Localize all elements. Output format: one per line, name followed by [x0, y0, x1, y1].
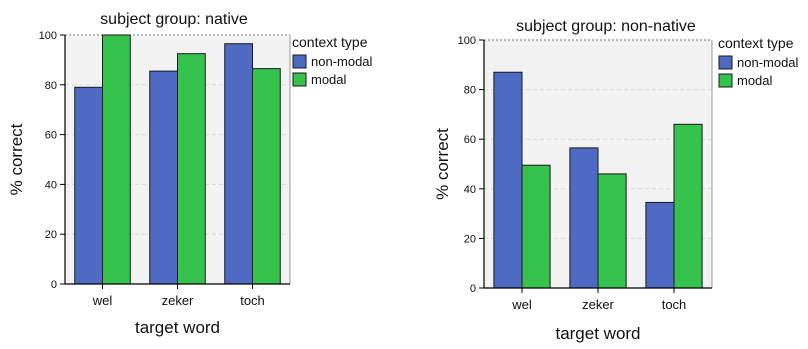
y-axis-label: % correct [7, 123, 26, 195]
bar-modal-zeker [597, 173, 627, 289]
y-tick-label: 0 [470, 283, 476, 295]
y-tick-label: 60 [464, 134, 476, 146]
bar-modal-wel [102, 34, 131, 285]
y-tick-label: 40 [45, 179, 57, 191]
x-axis-label: target word [555, 324, 640, 343]
y-tick-label: 60 [45, 130, 57, 142]
bar-non-modal-zeker [569, 147, 599, 289]
x-tick-label: wel [92, 293, 113, 308]
legend-label-non-modal: non-modal [311, 54, 373, 69]
y-tick-label: 20 [464, 233, 476, 245]
x-tick-label: zeker [162, 293, 194, 308]
y-tick-label: 100 [39, 30, 57, 42]
legend-swatch-modal [292, 72, 307, 87]
bar-non-modal-wel [493, 71, 523, 289]
chart-panel-2: 0 20 40 60 80 100 wel zeker toch subject group: n… [433, 18, 799, 343]
bar-modal-toch [673, 123, 703, 289]
x-tick-label: zeker [582, 297, 614, 312]
chart-title: subject group: native [100, 11, 248, 28]
legend-title: context type [292, 34, 368, 50]
x-tick-label: wel [511, 297, 532, 312]
x-tick-label: toch [662, 297, 687, 312]
legend-label-non-modal: non-modal [737, 55, 799, 70]
legend: context type non-modal modal [718, 35, 799, 88]
bar-non-modal-zeker [149, 70, 178, 285]
y-tick-label: 80 [45, 80, 57, 92]
x-tick-label: toch [240, 293, 265, 308]
legend-swatch-non-modal [718, 55, 733, 70]
bar-non-modal-toch [645, 201, 675, 289]
legend-label-modal: modal [737, 73, 773, 88]
chart-panel-1: 0 20 40 60 80 100 wel zeker toch subject group: n… [7, 11, 373, 337]
bar-modal-wel [521, 164, 551, 289]
bar-modal-toch [252, 68, 281, 285]
chart-title: subject group: non-native [516, 18, 696, 35]
legend-label-modal: modal [311, 72, 347, 87]
legend-swatch-modal [718, 73, 733, 88]
legend-swatch-non-modal [292, 54, 307, 69]
y-axis-label: % correct [433, 128, 452, 200]
y-tick-label: 100 [458, 35, 476, 47]
bar-modal-zeker [177, 53, 206, 285]
y-tick-label: 40 [464, 184, 476, 196]
y-tick-label: 20 [45, 229, 57, 241]
legend: context type non-modal modal [292, 34, 373, 87]
y-tick-label: 0 [51, 279, 57, 291]
bar-non-modal-toch [224, 43, 253, 285]
bar-non-modal-wel [74, 86, 103, 285]
y-tick-label: 80 [464, 85, 476, 97]
x-axis-label: target word [135, 318, 220, 337]
legend-title: context type [718, 35, 794, 51]
